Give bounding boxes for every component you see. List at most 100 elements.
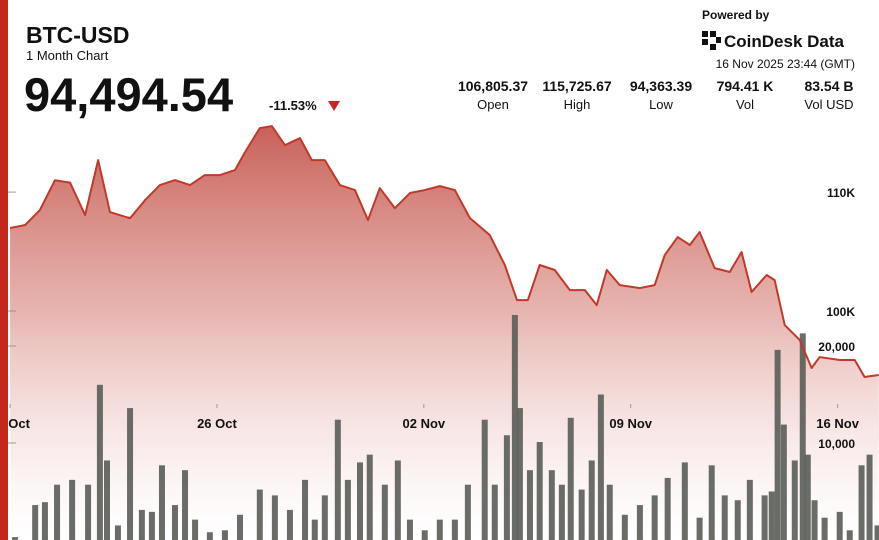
volume-bar <box>621 514 628 540</box>
stat-label: Vol <box>736 97 754 112</box>
y-tick-label: 10,000 <box>818 437 855 451</box>
price-area <box>10 126 879 540</box>
stat-value: 794.41 K <box>717 78 774 94</box>
volume-bar <box>721 495 728 540</box>
volume-bar <box>321 495 328 540</box>
volume-bar <box>464 484 471 540</box>
price-line <box>9 125 879 379</box>
volume-bar <box>356 462 363 540</box>
volume-bar <box>12 537 19 540</box>
line-layer <box>9 125 879 379</box>
volume-bar <box>588 460 595 540</box>
volume-bar <box>491 484 498 540</box>
volume-bar <box>406 519 413 540</box>
volume-bar <box>69 479 76 540</box>
volume-bar <box>85 484 92 540</box>
volume-bar <box>286 509 293 540</box>
brand-logo <box>702 31 721 50</box>
y-tick-label: 20,000 <box>818 340 855 354</box>
volume-bar <box>451 519 458 540</box>
volume-bar <box>821 517 828 540</box>
subtitle: 1 Month Chart <box>26 48 109 63</box>
volume-bar <box>158 465 165 540</box>
timestamp: 16 Nov 2025 23:44 (GMT) <box>716 57 855 71</box>
stat-value: 115,725.67 <box>542 78 612 94</box>
volume-bar <box>578 489 585 540</box>
stat-value: 83.54 B <box>804 78 853 94</box>
volume-bar <box>791 460 798 540</box>
chart-title: BTC-USD <box>26 22 130 48</box>
volume-bar <box>138 509 145 540</box>
stat-value: 106,805.37 <box>458 78 528 94</box>
brand: CoinDesk Data <box>724 32 845 51</box>
label-layer: 106,805.37 Open 115,725.67 High 94,363.39 Low… <box>0 78 860 451</box>
volume-bar <box>436 519 443 540</box>
volume-bar <box>811 500 818 540</box>
price: 94,494.54 <box>24 68 233 121</box>
volume-bar <box>54 484 61 540</box>
x-tick-label: 26 Oct <box>197 416 237 431</box>
volume-bar <box>271 495 278 540</box>
volume-bar <box>836 511 843 540</box>
y-tick-label: 110K <box>827 186 855 200</box>
volume-bar <box>311 519 318 540</box>
volume-bar <box>606 484 613 540</box>
powered-by: Powered by <box>702 8 770 22</box>
volume-bar <box>799 333 806 540</box>
volume-bar <box>334 419 341 540</box>
volume-bar <box>221 530 228 540</box>
volume-bar <box>114 525 121 540</box>
y-tick-label: 100K <box>826 305 855 319</box>
volume-bar <box>516 408 523 540</box>
volume-bar <box>256 489 263 540</box>
volume-bar <box>394 460 401 540</box>
x-tick-label: 16 Nov <box>816 416 859 431</box>
volume-bar <box>636 505 643 540</box>
volume-bar <box>171 505 178 540</box>
volume-bar <box>651 495 658 540</box>
price-layer <box>10 126 879 540</box>
volume-bar <box>421 530 428 540</box>
volume-layer <box>12 314 879 540</box>
volume-bar <box>708 465 715 540</box>
volume-bar <box>558 484 565 540</box>
volume-bar <box>597 394 604 540</box>
stat-label: Open <box>477 97 509 112</box>
volume-bar <box>32 505 39 540</box>
stat-label: Low <box>649 97 673 112</box>
volume-bar <box>734 500 741 540</box>
stat-label: High <box>564 97 591 112</box>
volume-bar <box>481 419 488 540</box>
volume-bar <box>103 460 110 540</box>
volume-bar <box>148 511 155 540</box>
volume-bar <box>503 435 510 540</box>
x-tick-label: 09 Nov <box>609 416 652 431</box>
volume-bar <box>780 424 787 540</box>
volume-bar <box>236 514 243 540</box>
volume-bar <box>746 479 753 540</box>
volume-bar <box>96 384 103 540</box>
x-tick-label: 02 Nov <box>403 416 446 431</box>
volume-bar <box>696 517 703 540</box>
volume-bar <box>567 417 574 540</box>
volume-bar <box>182 470 189 540</box>
volume-bar <box>206 532 213 540</box>
volume-bar <box>511 314 518 540</box>
accent-bar <box>0 0 8 540</box>
volume-bar <box>366 454 373 540</box>
stat-value: 94,363.39 <box>630 78 692 94</box>
volume-bar <box>302 479 309 540</box>
volume-bar <box>127 408 134 540</box>
down-arrow <box>328 101 340 111</box>
stat-label: Vol USD <box>804 97 853 112</box>
volume-bar <box>536 442 543 540</box>
volume-bar <box>804 454 811 540</box>
volume-bar <box>526 470 533 540</box>
volume-bar <box>858 465 865 540</box>
volume-bar <box>774 349 781 540</box>
volume-bar <box>846 530 853 540</box>
volume-bar <box>41 502 48 540</box>
volume-bar <box>761 495 768 540</box>
volume-bar <box>344 479 351 540</box>
